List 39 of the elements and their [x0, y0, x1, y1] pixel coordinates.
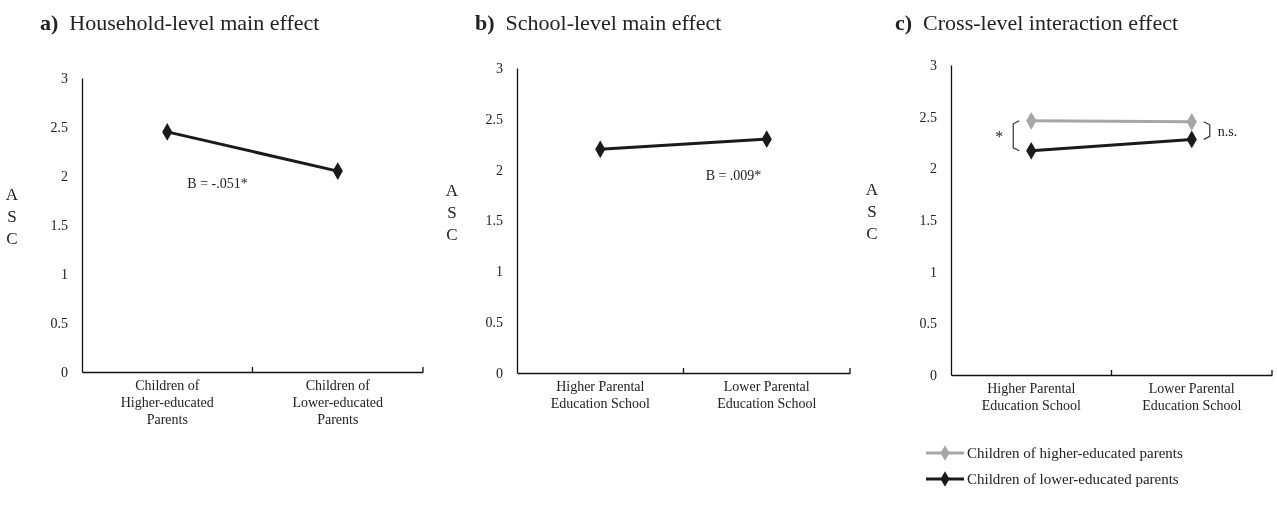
- y-tick-label: 0: [930, 367, 937, 383]
- y-tick-label: 2.5: [50, 119, 68, 135]
- y-tick-label: 3: [496, 60, 503, 76]
- annotation: *: [995, 128, 1004, 146]
- y-tick-label: 2.5: [919, 109, 937, 125]
- x-tick-label: Higher Parental Education School: [550, 379, 650, 411]
- y-tick-label: 0.5: [485, 315, 503, 331]
- y-axis-title: ASC: [5, 185, 19, 249]
- x-tick-label: Children of Lower-educated Parents: [292, 378, 384, 427]
- y-tick-label: 1: [61, 266, 68, 282]
- chart-title: c) Cross-level interaction effect: [895, 10, 1179, 35]
- x-tick-label: Higher Parental Education School: [981, 381, 1081, 413]
- x-tick-label: Lower Parental Education School: [717, 379, 817, 411]
- y-tick-label: 1.5: [485, 213, 503, 229]
- y-axis-title: ASC: [445, 180, 459, 244]
- annotation: B = .009*: [705, 168, 762, 184]
- y-tick-label: 0.5: [919, 316, 937, 332]
- y-tick-label: 0: [496, 365, 503, 381]
- y-tick-label: 1: [930, 264, 937, 280]
- y-tick-label: 1.5: [50, 217, 68, 233]
- y-tick-label: 2: [61, 168, 68, 184]
- y-tick-label: 2: [930, 161, 937, 177]
- y-tick-label: 3: [61, 70, 68, 86]
- y-tick-label: 0.5: [50, 315, 68, 331]
- chart-title: b) School-level main effect: [475, 10, 722, 35]
- x-tick-label: Lower Parental Education School: [1142, 381, 1242, 413]
- legend-label: Children of higher-educated parents: [967, 445, 1184, 461]
- y-axis-title: ASC: [865, 180, 879, 244]
- y-tick-label: 2.5: [485, 111, 503, 127]
- annotation: n.s.: [1217, 124, 1238, 140]
- y-tick-label: 1.5: [919, 212, 937, 228]
- chart-title: a) Household-level main effect: [40, 10, 320, 35]
- legend-label: Children of lower-educated parents: [967, 471, 1179, 487]
- annotation: B = -.051*: [187, 175, 248, 191]
- y-tick-label: 1: [496, 264, 503, 280]
- y-tick-label: 2: [496, 162, 503, 178]
- x-tick-label: Children of Higher-educated Parents: [120, 378, 214, 427]
- y-tick-label: 0: [61, 364, 68, 380]
- y-tick-label: 3: [930, 57, 937, 73]
